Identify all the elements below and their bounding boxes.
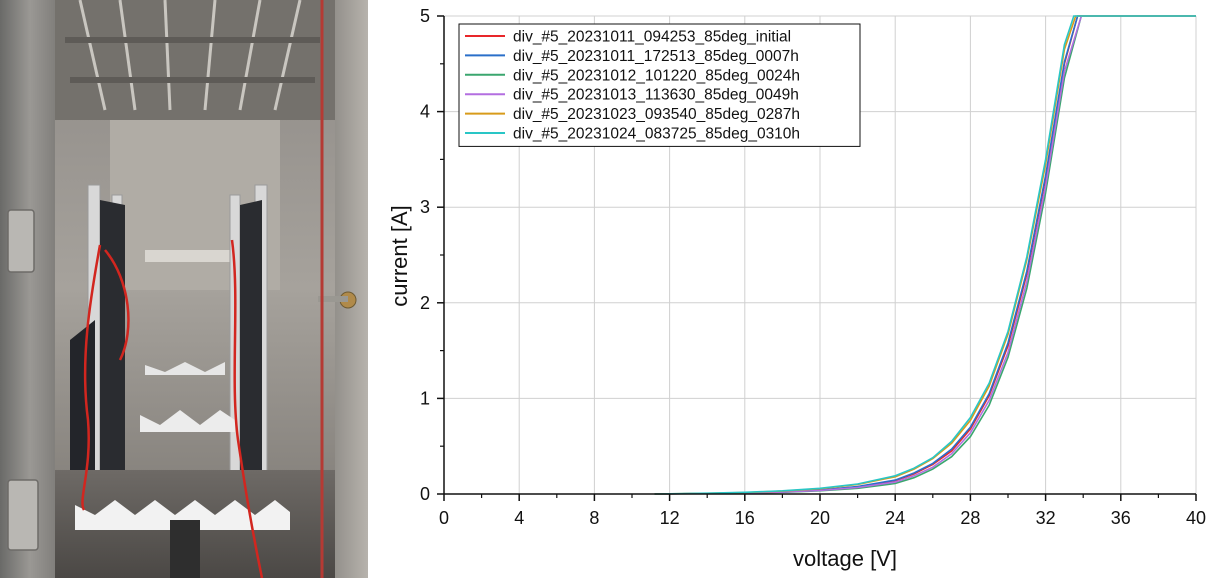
y-tick-label: 0 bbox=[420, 484, 430, 504]
x-tick-label: 24 bbox=[885, 508, 905, 528]
legend-label: div_#5_20231013_113630_85deg_0049h bbox=[513, 87, 799, 104]
chart-axes bbox=[437, 15, 1197, 501]
x-tick-label: 20 bbox=[810, 508, 830, 528]
y-tick-label: 5 bbox=[420, 6, 430, 26]
chart-legend: div_#5_20231011_094253_85deg_initial div_… bbox=[458, 23, 861, 147]
x-axis-title: voltage [V] bbox=[793, 546, 897, 571]
y-tick-label: 2 bbox=[420, 293, 430, 313]
x-tick-label: 28 bbox=[960, 508, 980, 528]
x-tick-label: 4 bbox=[514, 508, 524, 528]
chart-series-layer bbox=[654, 15, 1196, 495]
legend-label: div_#5_20231012_101220_85deg_0024h bbox=[513, 67, 800, 84]
legend-label: div_#5_20231024_083725_85deg_0310h bbox=[513, 126, 800, 143]
y-tick-label: 3 bbox=[420, 197, 430, 217]
x-tick-label: 40 bbox=[1186, 508, 1206, 528]
legend-label: div_#5_20231011_094253_85deg_initial bbox=[513, 29, 791, 46]
y-tick-label: 4 bbox=[420, 102, 430, 122]
x-tick-label: 0 bbox=[439, 508, 449, 528]
x-tick-label: 8 bbox=[589, 508, 599, 528]
y-axis-title: current [A] bbox=[387, 205, 412, 306]
legend-box bbox=[458, 23, 861, 147]
legend-label: div_#5_20231023_093540_85deg_0287h bbox=[513, 106, 800, 123]
x-tick-label: 12 bbox=[660, 508, 680, 528]
x-tick-label: 32 bbox=[1036, 508, 1056, 528]
climate-chamber-photo bbox=[0, 0, 368, 578]
y-tick-label: 1 bbox=[420, 388, 430, 408]
legend-label: div_#5_20231011_172513_85deg_0007h bbox=[513, 48, 799, 65]
series-line-6 bbox=[654, 15, 1196, 495]
x-tick-label: 36 bbox=[1111, 508, 1131, 528]
x-tick-label: 16 bbox=[735, 508, 755, 528]
